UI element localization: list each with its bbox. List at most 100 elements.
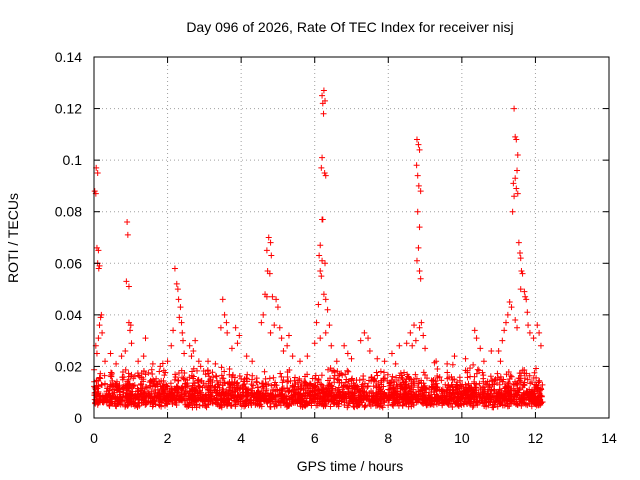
data-point [96,322,103,329]
data-point [537,342,544,349]
data-point [289,353,296,360]
data-point [128,340,135,347]
data-point [417,188,424,195]
data-point [168,342,175,349]
data-point [344,350,351,357]
data-point [149,383,156,390]
data-point [140,368,147,375]
data-point [262,381,269,388]
data-point [199,393,206,400]
data-point [333,358,340,365]
data-point [444,387,451,394]
data-point [205,370,212,377]
data-point [465,395,472,402]
data-point [119,376,126,383]
data-point [524,309,531,316]
data-point [319,92,326,99]
data-point [431,397,438,404]
data-point [266,270,273,277]
data-point [449,404,456,411]
data-point [240,381,247,388]
data-point [523,296,530,303]
data-point [261,392,268,399]
data-point [538,399,545,406]
data-point [521,400,528,407]
data-point [470,361,477,368]
data-point [322,296,329,303]
data-point [204,386,211,393]
data-point [330,367,337,374]
data-point [459,381,466,388]
data-point [426,393,433,400]
data-point [480,358,487,365]
data-point [464,389,471,396]
data-point [194,367,201,374]
data-point [130,395,137,402]
data-point [275,398,282,405]
data-point [223,319,230,326]
data-point [486,382,493,389]
data-point [314,386,321,393]
data-point [539,398,546,405]
y-tick-label: 0.04 [55,307,82,323]
data-point [196,402,203,409]
data-point [511,378,518,385]
data-point [526,390,533,397]
data-point [286,387,293,394]
data-point [190,365,197,372]
data-point [134,385,141,392]
data-point [250,382,257,389]
data-point [506,298,513,305]
data-point [515,239,522,246]
data-point [249,358,256,365]
data-point [528,403,535,410]
data-point [175,296,182,303]
y-axis-ticks: 0 0.02 0.04 0.06 0.08 0.1 0.12 0.14 [55,49,609,426]
data-point [92,392,99,399]
data-point [232,401,239,408]
data-point [503,319,509,326]
data-point [284,402,291,409]
data-point [456,377,463,384]
data-point [511,398,518,405]
data-point [416,268,423,275]
data-point [175,377,182,384]
data-point [455,400,462,407]
data-point [109,383,116,390]
data-point [315,301,322,308]
data-point [236,332,243,339]
data-point [410,380,417,387]
data-point [451,376,458,383]
data-point [125,370,132,377]
data-point [150,376,157,383]
data-point [274,397,281,404]
data-point [371,377,378,384]
data-point [420,332,427,339]
data-point [443,388,450,395]
data-point [308,396,315,403]
data-point [292,381,299,388]
data-point [239,384,246,391]
data-point [466,365,473,372]
data-point [174,286,181,293]
data-point [170,327,177,334]
data-point [221,380,228,387]
data-point [512,133,519,140]
data-point [179,384,186,391]
data-point [423,402,430,409]
data-point [442,397,449,404]
data-point [114,394,121,401]
data-point [472,393,479,400]
data-point [112,380,119,387]
data-point [266,392,273,399]
data-point [100,396,107,403]
data-point [534,394,541,401]
data-point [314,379,321,386]
data-point [520,381,527,388]
data-point [93,397,100,404]
data-point [314,402,321,409]
data-point [258,387,265,394]
data-point [109,377,116,384]
data-point [517,255,524,262]
data-point [416,146,423,153]
